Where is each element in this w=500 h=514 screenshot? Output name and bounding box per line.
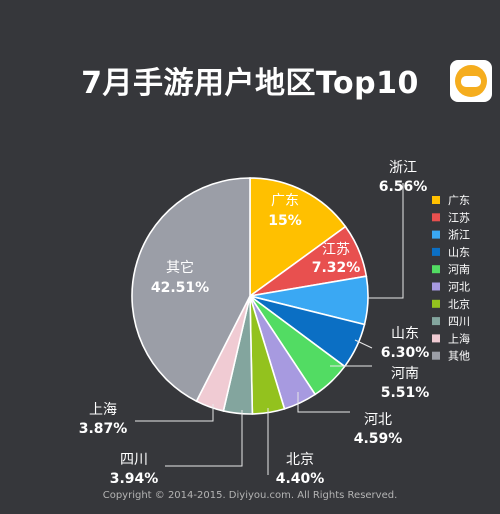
gamepad-body	[461, 76, 481, 87]
leader-line	[368, 183, 404, 299]
slice-name-label: 浙江	[389, 160, 417, 176]
slice-name-label: 河北	[364, 412, 392, 428]
slice-value-label: 6.56%	[379, 179, 428, 195]
slice-value-label: 15%	[268, 213, 302, 229]
slice-value-label: 4.59%	[354, 431, 403, 447]
pie-slice-9	[131, 177, 251, 403]
copyright-text: Copyright © 2014-2015. Diyiyou.com. All …	[102, 490, 398, 501]
slice-name-label: 四川	[120, 452, 148, 468]
legend-swatch	[432, 334, 440, 343]
legend-swatch	[432, 247, 440, 256]
slice-value-label: 6.30%	[381, 345, 430, 361]
legend-swatch	[432, 265, 440, 274]
slice-name-label: 河南	[391, 366, 419, 382]
legend-label: 其他	[448, 350, 470, 363]
slice-value-label: 42.51%	[151, 280, 209, 296]
slice-value-label: 5.51%	[381, 385, 430, 401]
page-title: 7月手游用户地区Top10	[81, 66, 419, 101]
legend-swatch	[432, 196, 440, 204]
gamepad-icon	[455, 65, 487, 97]
slice-value-label: 4.40%	[276, 471, 325, 487]
legend-swatch	[432, 282, 440, 291]
legend-label: 四川	[448, 315, 470, 328]
legend-label: 江苏	[448, 211, 470, 224]
leader-line	[354, 339, 373, 349]
leader-line	[135, 404, 214, 422]
slice-value-label: 7.32%	[312, 260, 361, 276]
leader-line	[165, 410, 243, 467]
slice-name-label: 北京	[286, 452, 314, 468]
app-logo	[450, 60, 492, 102]
legend-swatch	[432, 351, 440, 360]
legend-label: 山东	[448, 246, 470, 259]
legend-swatch	[432, 230, 440, 239]
legend-swatch	[432, 213, 440, 222]
legend-swatch	[432, 317, 440, 326]
slice-name-label: 山东	[391, 326, 419, 342]
legend-label: 河南	[448, 263, 470, 276]
legend-label: 浙江	[448, 229, 470, 242]
legend-label: 广东	[448, 194, 470, 207]
legend-swatch	[432, 299, 440, 308]
slice-value-label: 3.87%	[79, 421, 128, 437]
slice-name-label: 上海	[89, 402, 117, 418]
pie-slice-0	[249, 177, 347, 298]
slice-value-label: 3.94%	[110, 471, 159, 487]
leader-line	[297, 392, 350, 413]
legend-label: 上海	[448, 331, 470, 345]
legend-label: 北京	[448, 297, 470, 311]
legend-label: 河北	[448, 281, 470, 294]
slice-name-label: 广东	[271, 193, 299, 209]
slice-name-label: 其它	[166, 259, 194, 276]
slice-name-label: 江苏	[322, 242, 350, 258]
